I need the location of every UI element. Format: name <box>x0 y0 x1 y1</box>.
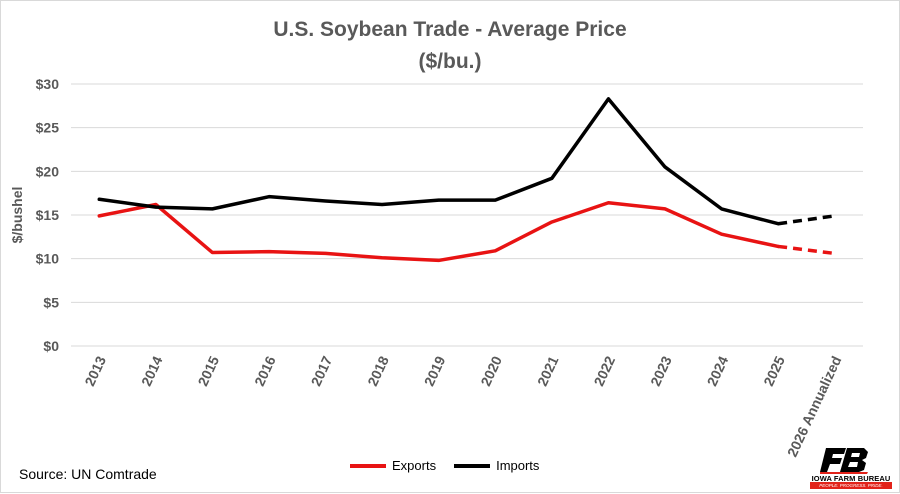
x-tick-label: 2026 Annualized <box>784 354 845 460</box>
y-tick-label: $30 <box>36 76 60 92</box>
fb-logo-mark-icon <box>820 446 868 474</box>
series-line-exports <box>99 203 778 261</box>
series-line-imports <box>99 99 778 224</box>
x-tick-label: 2017 <box>308 353 336 388</box>
y-tick-label: $25 <box>36 120 60 136</box>
x-tick-label: 2014 <box>138 353 166 388</box>
chart-legend: Exports Imports <box>350 458 539 473</box>
x-tick-label: 2025 <box>760 353 788 388</box>
x-tick-label: 2013 <box>81 353 109 388</box>
legend-label-imports: Imports <box>496 458 539 473</box>
y-tick-label: $0 <box>43 338 59 354</box>
x-tick-label: 2018 <box>364 353 392 388</box>
logo-tagline: PEOPLE. PROGRESS. PRIDE. <box>810 482 892 489</box>
x-tick-label: 2015 <box>194 353 222 388</box>
y-tick-label: $10 <box>36 251 60 267</box>
x-tick-label: 2023 <box>647 353 675 388</box>
legend-swatch-imports <box>454 464 490 468</box>
legend-item-exports: Exports <box>350 458 436 473</box>
series-line-imports-projected <box>778 216 835 224</box>
iowa-farm-bureau-logo: IOWA FARM BUREAU PEOPLE. PROGRESS. PRIDE… <box>806 446 896 488</box>
x-tick-label: 2022 <box>590 353 618 388</box>
y-tick-label: $5 <box>43 294 59 310</box>
legend-label-exports: Exports <box>392 458 436 473</box>
x-tick-label: 2016 <box>251 353 279 388</box>
y-tick-label: $20 <box>36 163 60 179</box>
legend-item-imports: Imports <box>454 458 539 473</box>
x-tick-label: 2024 <box>704 353 732 388</box>
y-axis-label: $/bushel <box>9 187 25 244</box>
y-tick-label: $15 <box>36 207 60 223</box>
x-tick-label: 2021 <box>534 353 562 388</box>
series-line-exports-projected <box>778 246 835 253</box>
source-note: Source: UN Comtrade <box>19 466 157 482</box>
x-tick-label: 2020 <box>477 353 505 388</box>
legend-swatch-exports <box>350 464 386 468</box>
x-tick-label: 2019 <box>421 353 449 388</box>
